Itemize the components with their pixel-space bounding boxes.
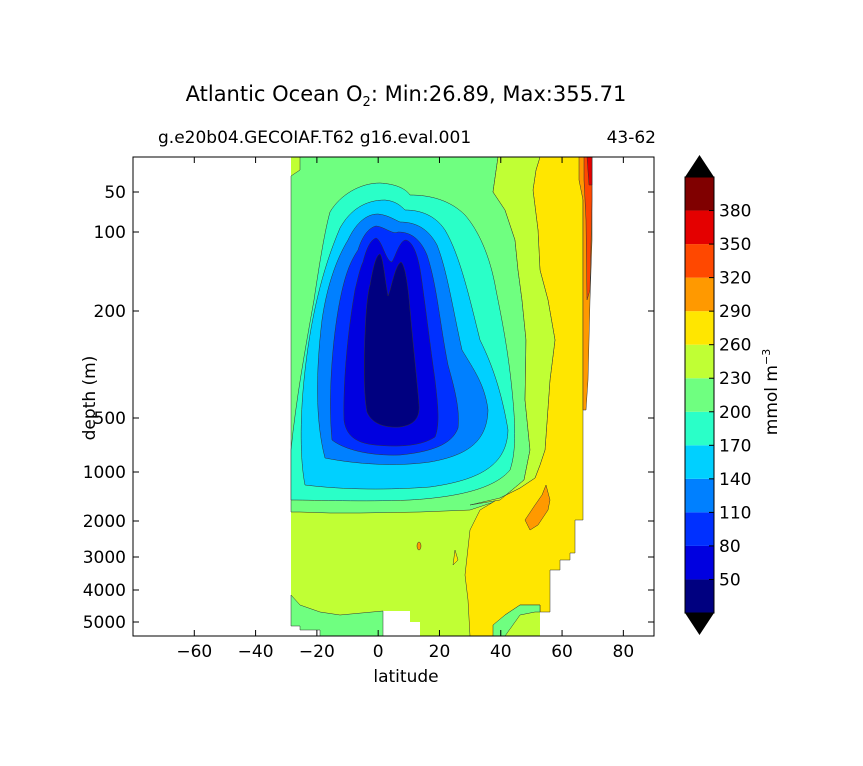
colorbar-tick-label: 200	[719, 403, 751, 423]
x-tick-label: 60	[551, 642, 573, 662]
chart-subtitle-right: 43-62	[607, 128, 656, 148]
no-data-region-south	[291, 626, 320, 636]
colorbar-segment	[685, 545, 714, 580]
no-data-region-bottom	[383, 611, 420, 636]
y-axis-label: depth (m)	[80, 356, 100, 441]
contour-band-260-deep	[452, 549, 459, 566]
contour-band-20	[364, 253, 420, 428]
colorbar-tick-label: 170	[719, 436, 751, 456]
colorbar-tick-label: 350	[719, 235, 751, 255]
chart-subtitle-left: g.e20b04.GECOIAF.T62 g16.eval.001	[158, 128, 471, 148]
colorbar-segment	[685, 411, 714, 446]
contour-band-200-bottom-east	[492, 604, 541, 636]
colorbar-segment	[685, 579, 714, 613]
x-tick-label: 0	[373, 642, 384, 662]
x-tick-label: 80	[613, 642, 635, 662]
colorbar-segment	[685, 244, 714, 278]
contour-band-230-north	[469, 157, 556, 506]
colorbar-under-arrow	[685, 613, 714, 635]
colorbar: 50 80 110 140 170 200 230 260 290 320 350 380	[684, 155, 751, 635]
colorbar-segment	[685, 311, 714, 345]
colorbar-segment	[685, 512, 714, 546]
contour-band-290-patch	[524, 484, 551, 531]
y-axis: 50 100 200 500 1000 2000 3000 4000 5000	[83, 183, 654, 633]
y-tick-label: 200	[94, 302, 126, 322]
colorbar-over-arrow	[685, 155, 714, 177]
no-data-region-north	[540, 520, 583, 636]
colorbar-tick-label: 320	[719, 269, 751, 289]
colorbar-segment	[685, 210, 714, 245]
y-tick-label: 5000	[83, 613, 126, 633]
chart-title: Atlantic Ocean O2: Min:26.89, Max:355.71	[186, 82, 627, 110]
x-tick-label: 40	[490, 642, 512, 662]
contour-band-200-bottom	[290, 594, 384, 636]
colorbar-segment	[685, 344, 714, 379]
x-tick-label: −20	[299, 642, 335, 662]
y-tick-label: 500	[94, 409, 126, 429]
colorbar-tick-label: 380	[719, 202, 751, 222]
colorbar-segment	[685, 445, 714, 479]
x-tick-label: −40	[238, 642, 274, 662]
colorbar-segment	[685, 378, 714, 412]
x-tick-label: −60	[176, 642, 212, 662]
colorbar-segment	[685, 478, 714, 513]
colorbar-tick-label: 140	[719, 470, 751, 490]
contour-band-350	[586, 157, 593, 186]
y-tick-label: 100	[94, 223, 126, 243]
colorbar-tick-label: 290	[719, 302, 751, 322]
no-data-region-northcap	[583, 400, 600, 636]
y-tick-label: 1000	[83, 463, 126, 483]
colorbar-frame	[684, 176, 715, 614]
colorbar-segment	[685, 277, 714, 312]
contour-band-290-speck	[416, 541, 422, 551]
plot-frame	[132, 156, 655, 637]
x-axis: −60 −40 −20 0 20 40 60 80	[176, 157, 634, 662]
y-tick-label: 4000	[83, 581, 126, 601]
colorbar-label: mmol m−3	[760, 349, 782, 435]
colorbar-tick-label: 230	[719, 369, 751, 389]
colorbar-tick-label: 80	[719, 537, 741, 557]
y-tick-label: 2000	[83, 512, 126, 532]
colorbar-tick-label: 260	[719, 336, 751, 356]
x-axis-label: latitude	[373, 667, 438, 687]
y-tick-label: 3000	[83, 548, 126, 568]
contour-field	[290, 157, 600, 636]
y-tick-label: 50	[104, 183, 126, 203]
colorbar-tick-label: 110	[719, 503, 751, 523]
x-tick-label: 20	[429, 642, 451, 662]
colorbar-tick-label: 50	[719, 570, 741, 590]
colorbar-segment	[685, 177, 714, 211]
